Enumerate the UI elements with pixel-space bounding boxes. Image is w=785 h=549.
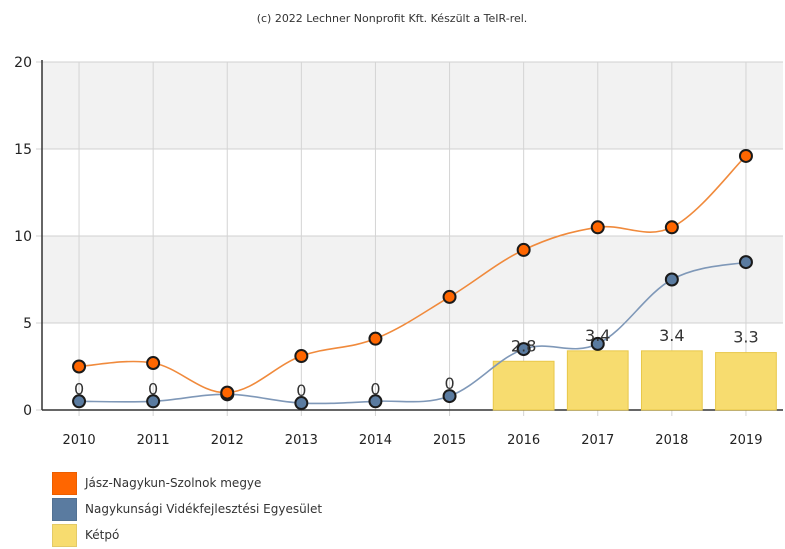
point-data-label: 0: [296, 381, 306, 400]
legend-swatch: [52, 497, 77, 521]
data-point: [72, 359, 87, 374]
y-tick-label: 0: [23, 403, 32, 419]
data-point: [738, 148, 753, 163]
data-labels: 2.8 3.4 3.4 3.3 0 0 0 0 0: [74, 326, 759, 400]
legend-label: Nagykunsági Vidékfejlesztési Egyesület: [85, 502, 323, 516]
y-tick-label: 10: [14, 229, 32, 245]
y-tick-label: 20: [14, 55, 32, 71]
data-point: [146, 394, 161, 409]
bar-data-label: 3.3: [733, 328, 758, 347]
data-point: [368, 331, 383, 346]
bar-data-label: 3.4: [659, 326, 684, 345]
x-tick-label: 2010: [63, 433, 96, 448]
series-line: [79, 155, 747, 394]
chart: (c) 2022 Lechner Nonprofit Kft. Készült …: [14, 12, 783, 448]
bar: [566, 350, 629, 411]
chart-title: (c) 2022 Lechner Nonprofit Kft. Készült …: [257, 12, 528, 25]
data-point: [442, 289, 457, 304]
data-point: [516, 342, 531, 357]
legend-swatch: [52, 471, 77, 495]
legend-label: Kétpó: [85, 528, 120, 542]
data-point: [220, 385, 235, 400]
x-tick-label: 2012: [211, 433, 244, 448]
data-point: [442, 389, 457, 404]
point-data-label: 0: [74, 379, 84, 398]
x-tick-label: 2016: [507, 433, 540, 448]
data-point: [590, 336, 605, 351]
bar: [492, 360, 555, 411]
y-tick-label: 5: [23, 316, 32, 332]
x-tick-label: 2017: [581, 433, 614, 448]
point-data-label: 0: [148, 379, 158, 398]
data-point: [368, 394, 383, 409]
plot-band: [42, 62, 783, 149]
x-tick-label: 2015: [433, 433, 466, 448]
data-point: [294, 349, 309, 364]
data-point: [516, 242, 531, 257]
x-tick-label: 2019: [729, 433, 762, 448]
x-tick-label: 2018: [655, 433, 688, 448]
legend-item-ketpo[interactable]: Kétpó: [52, 523, 322, 547]
legend-item-association[interactable]: Nagykunsági Vidékfejlesztési Egyesület: [52, 497, 322, 521]
bar-data-label: 2.8: [511, 336, 536, 355]
y-tick-label: 15: [14, 142, 32, 158]
bar-series: [492, 350, 777, 411]
legend-label: Jász-Nagykun-Szolnok megye: [85, 476, 262, 490]
plot-band: [42, 236, 783, 323]
plot-bands: [42, 62, 783, 323]
series-line: [79, 261, 747, 405]
x-tick-label: 2013: [285, 433, 318, 448]
data-point: [294, 396, 309, 411]
legend: Jász-Nagykun-Szolnok megye Nagykunsági V…: [52, 471, 322, 549]
bar-data-label: 3.4: [585, 326, 610, 345]
x-tick-label: 2011: [137, 433, 170, 448]
data-point: [664, 272, 679, 287]
data-point: [590, 220, 605, 235]
point-data-label: 0: [444, 374, 454, 393]
point-data-label: 0: [370, 379, 380, 398]
data-point: [738, 255, 753, 270]
bar: [715, 352, 777, 411]
data-point: [72, 394, 87, 409]
line-series: [72, 148, 753, 411]
data-point: [664, 220, 679, 235]
x-tick-label: 2014: [359, 433, 392, 448]
legend-item-county[interactable]: Jász-Nagykun-Szolnok megye: [52, 471, 322, 495]
data-point: [146, 356, 161, 371]
bar: [640, 350, 703, 411]
legend-swatch: [52, 523, 77, 547]
